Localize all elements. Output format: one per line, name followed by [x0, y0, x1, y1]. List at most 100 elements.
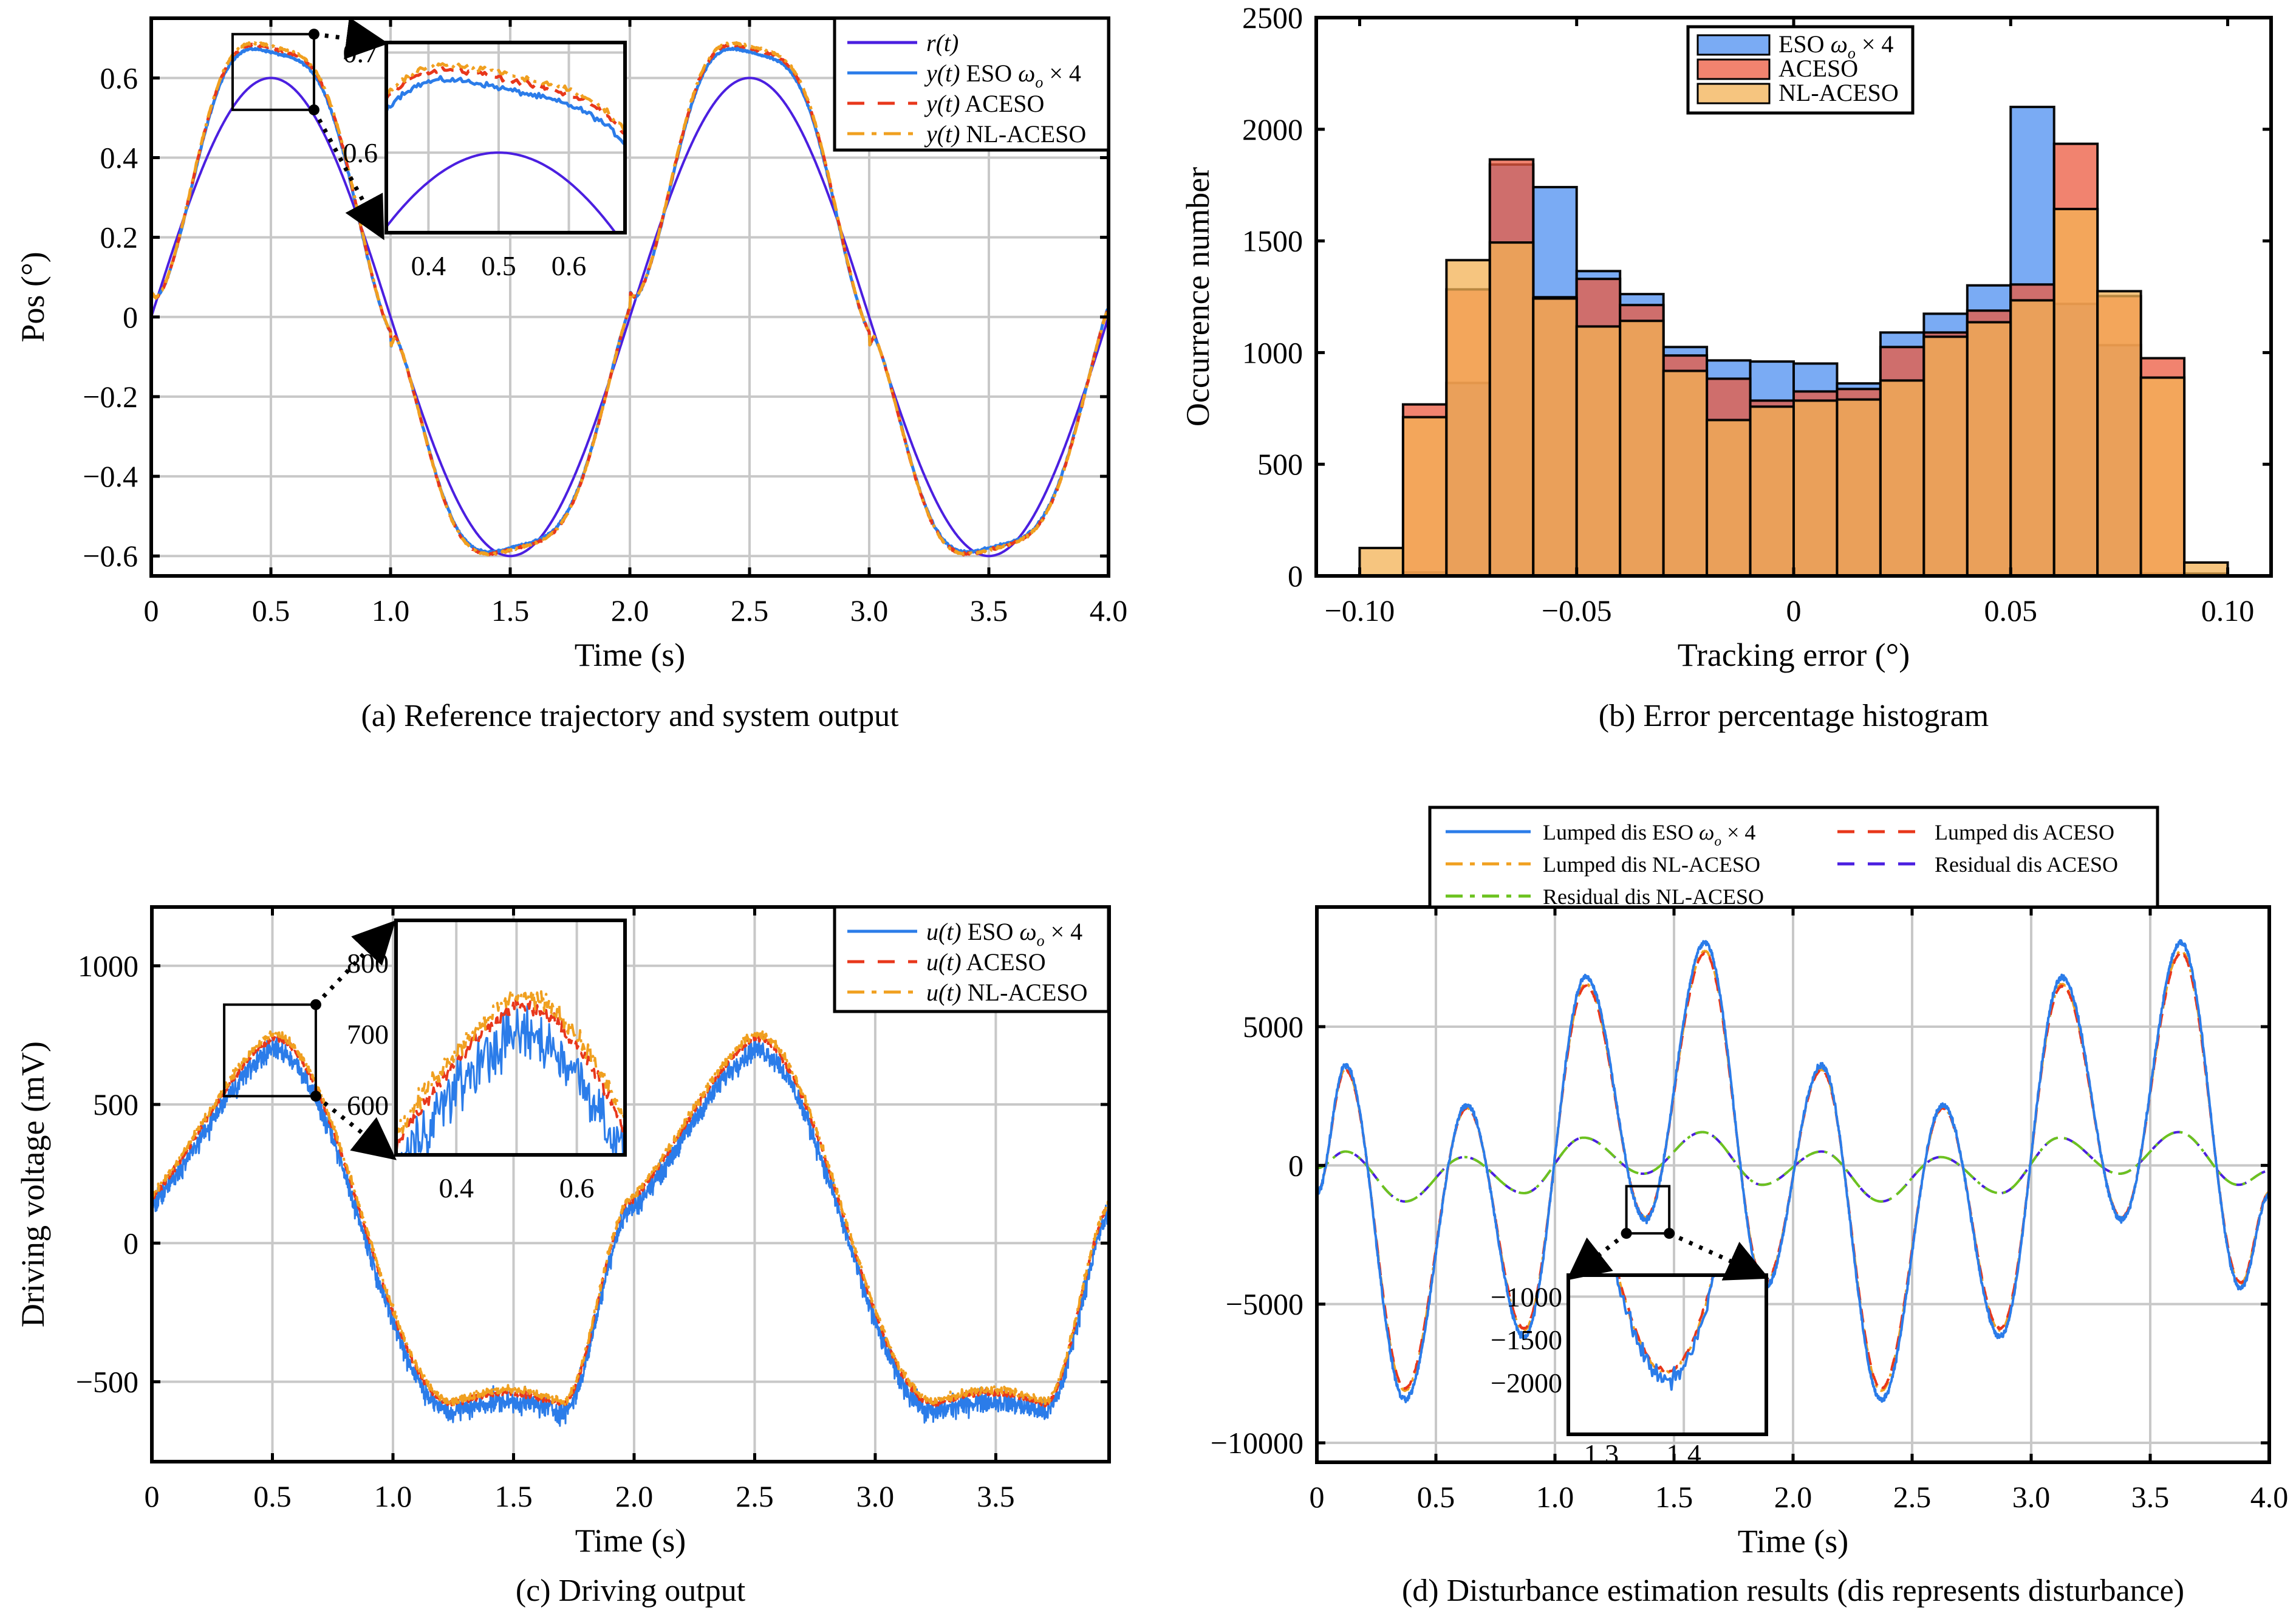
histogram-bar	[1749, 405, 1795, 576]
legend-label: Lumped dis NL-ACESO	[1543, 852, 1760, 877]
inset-background	[1568, 1275, 1766, 1434]
x-tick-label: 3.0	[2012, 1480, 2051, 1514]
y-tick-label: −10000	[1211, 1426, 1303, 1460]
x-tick-label: 3.5	[977, 1479, 1015, 1513]
legend-label-text: ESO	[962, 918, 1020, 945]
legend-label: u(t) ESO ωo × 4	[926, 918, 1082, 950]
x-tick-label: 0.5	[252, 594, 290, 628]
x-tick-label: 0	[1310, 1480, 1325, 1514]
y-tick-label: 1500	[1242, 224, 1303, 258]
connector-arrow	[314, 920, 396, 1007]
histogram-bar	[1792, 399, 1839, 576]
inset-x-tick-label: 1.3	[1584, 1439, 1619, 1470]
histogram-bar	[1488, 241, 1535, 576]
legend-label-text: ACESO	[960, 90, 1045, 117]
x-tick-label: 3.5	[970, 594, 1008, 628]
legend-box	[833, 905, 1110, 1013]
series-line-3	[151, 41, 1109, 556]
panel-b-error-histogram: −0.10 −0.05 0 0.05 0.10 0 500 1000 1500 2000 2500 T…	[1180, 1, 2273, 733]
legend-label: Lumped dis ESO ωo × 4	[1543, 820, 1755, 849]
inset-frame	[384, 41, 627, 234]
inset-frame	[1567, 1273, 1768, 1436]
inset-y-tick-label: −2000	[1491, 1367, 1562, 1398]
legend-label: y(t) NL-ACESO	[924, 120, 1086, 148]
x-tick-label: 1.0	[1536, 1480, 1574, 1514]
legend-label: u(t) NL-ACESO	[926, 979, 1088, 1006]
y-tick-label: 500	[1257, 447, 1303, 481]
legend-label: y(t) ESO ωo × 4	[924, 60, 1081, 91]
y-tick-label: 1000	[1242, 335, 1303, 369]
legend-label-text: NL-ACESO	[962, 979, 1088, 1006]
legend-label-italic: y(t)	[924, 120, 960, 148]
zoom-source-box	[1625, 1185, 1671, 1235]
legend-label: ESO ωo × 4	[1778, 30, 1893, 62]
x-axis-title: Time (s)	[575, 1522, 686, 1559]
y-tick-label: 0	[123, 300, 138, 334]
histogram-bar	[1662, 369, 1709, 576]
legend-label-omega: ω	[1018, 60, 1035, 87]
y-tick-label: 0	[123, 1226, 138, 1260]
legend-label-text: NL-ACESO	[1778, 79, 1899, 106]
legend-label-italic: u(t)	[926, 948, 962, 976]
legend-label-italic: r(t)	[926, 29, 958, 56]
y-tick-label: 0.4	[100, 141, 138, 175]
x-tick-label: 0.05	[1984, 594, 2038, 628]
x-tick-label: 0.10	[2201, 594, 2255, 628]
y-tick-label: 5000	[1243, 1010, 1303, 1044]
legend-label-italic: y(t)	[924, 60, 960, 87]
legend-label: u(t) ACESO	[926, 948, 1046, 976]
histogram-bar	[1358, 547, 1404, 576]
inset-x-tick-label: 0.4	[411, 250, 446, 281]
legend-label-subscript: o	[1714, 833, 1721, 849]
y-tick-label: −5000	[1226, 1287, 1303, 1321]
panel-caption: (b) Error percentage histogram	[1599, 699, 1989, 733]
y-tick-label: −0.4	[83, 459, 138, 493]
bar-series-nl-aceso	[1358, 208, 2229, 576]
legend-label: Lumped dis ACESO	[1935, 820, 2114, 844]
legend-box	[833, 16, 1110, 152]
x-tick-label: 1.5	[1655, 1480, 1693, 1514]
histogram-bar	[1532, 297, 1578, 576]
legend-box	[1428, 806, 2159, 909]
inset-series-line-0	[396, 1005, 624, 1155]
y-axis-title: Occurrence number	[1180, 167, 1216, 426]
inset-y-tick-label: −1000	[1491, 1281, 1562, 1312]
histogram-bar	[1922, 335, 1969, 576]
legend-label-text: ESO	[960, 60, 1019, 87]
legend-label: Residual dis NL-ACESO	[1543, 885, 1764, 909]
histogram-bar	[1836, 398, 1882, 576]
legend-swatch	[1696, 34, 1771, 56]
histogram-bar	[2183, 561, 2229, 576]
series-line-2	[152, 1030, 1109, 1406]
x-tick-label: 3.5	[2131, 1480, 2170, 1514]
legend-label-text: ESO	[1778, 30, 1831, 58]
inset-series-line-1	[396, 996, 625, 1151]
x-tick-label: 0	[144, 594, 159, 628]
y-tick-label: 0	[1288, 559, 1303, 593]
x-tick-label: 4.0	[1090, 594, 1128, 628]
x-axis-title: Tracking error (°)	[1678, 637, 1910, 673]
y-tick-label: 500	[93, 1087, 138, 1121]
legend-label-text: ACESO	[962, 948, 1046, 976]
x-tick-label: 1.0	[374, 1479, 412, 1513]
y-axis-title: Driving voltage (mV)	[15, 1041, 51, 1327]
x-tick-label: 2.5	[736, 1479, 774, 1513]
inset-frame	[394, 919, 627, 1157]
inset-x-tick-label: 0.5	[481, 250, 516, 281]
legend-label-text: Lumped dis ACESO	[1935, 820, 2114, 844]
legend-label-subscript: o	[1037, 932, 1045, 950]
legend: Lumped dis ESO ωo × 4 Lumped dis ACESO Lum…	[1428, 806, 2159, 909]
inset-x-tick-label: 0.6	[552, 250, 587, 281]
series-line-1	[152, 1033, 1109, 1409]
y-axis-title: Pos (°)	[15, 252, 51, 342]
legend-label-text: Lumped dis NL-ACESO	[1543, 852, 1760, 877]
histogram-bar	[2052, 208, 2099, 576]
bars	[1358, 106, 2229, 576]
legend-label-omega: ω	[1831, 30, 1848, 58]
zoom-source-box	[231, 33, 315, 111]
legend-label-text: × 4	[1043, 60, 1081, 87]
legend-label: r(t)	[926, 29, 958, 56]
